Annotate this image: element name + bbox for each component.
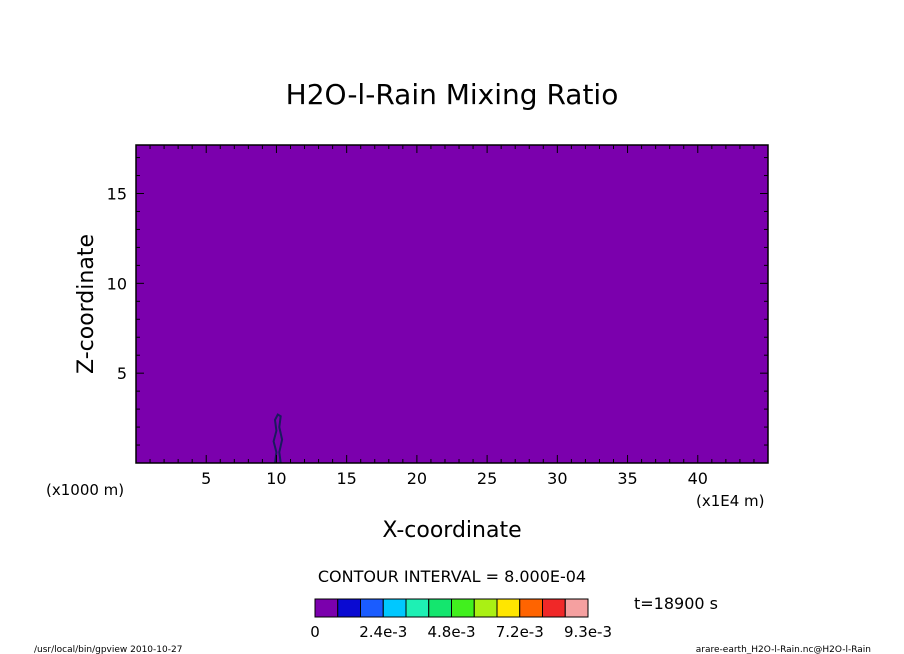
colorbar: 0 2.4e-3 4.8e-3 7.2e-3 9.3e-3 bbox=[310, 598, 612, 641]
colorbar-tick-label: 9.3e-3 bbox=[564, 623, 612, 641]
x-tick-label: 25 bbox=[477, 469, 497, 488]
colorbar-swatch bbox=[428, 598, 452, 618]
plot-frame bbox=[135, 144, 769, 464]
colorbar-tick-label: 2.4e-3 bbox=[359, 623, 407, 641]
colorbar-swatch bbox=[382, 598, 407, 618]
x-tick-label: 30 bbox=[547, 469, 567, 488]
contour-interval-label: CONTOUR INTERVAL = 8.000E-04 bbox=[318, 567, 586, 586]
colorbar-tick-label: 0 bbox=[310, 623, 320, 641]
y-tick-label: 5 bbox=[117, 364, 127, 383]
footer-right: arare-earth_H2O-l-Rain.nc@H2O-l-Rain bbox=[696, 645, 871, 654]
x-unit-right: (x1E4 m) bbox=[696, 492, 765, 510]
rain-contour bbox=[272, 413, 284, 464]
y-tick-label: 10 bbox=[107, 274, 127, 293]
colorbar-swatch bbox=[337, 598, 361, 618]
colorbar-swatch bbox=[473, 598, 498, 618]
x-axis-label: X-coordinate bbox=[382, 518, 521, 543]
colorbar-swatch bbox=[564, 598, 589, 618]
colorbar-tick-label: 7.2e-3 bbox=[496, 623, 544, 641]
colorbar-swatch bbox=[542, 598, 566, 618]
x-tick-label: 10 bbox=[266, 469, 286, 488]
colorbar-tick-label: 4.8e-3 bbox=[427, 623, 475, 641]
plot-area: 5 10 15 20 25 30 35 40 5 10 15 bbox=[107, 144, 769, 488]
x-tick-label: 20 bbox=[407, 469, 427, 488]
colorbar-swatch bbox=[405, 598, 430, 618]
x-unit-left: (x1000 m) bbox=[46, 481, 124, 499]
colorbar-swatch bbox=[451, 598, 475, 618]
x-tick-label: 5 bbox=[201, 469, 211, 488]
colorbar-swatch bbox=[496, 598, 521, 618]
colorbar-swatch bbox=[360, 598, 384, 618]
field-fill bbox=[136, 145, 768, 463]
footer-left: /usr/local/bin/gpview 2010-10-27 bbox=[34, 645, 182, 654]
y-tick-label: 15 bbox=[107, 185, 127, 204]
colorbar-swatch bbox=[519, 598, 543, 618]
x-tick-label: 35 bbox=[617, 469, 637, 488]
y-axis-label: Z-coordinate bbox=[74, 234, 99, 374]
colorbar-swatch bbox=[314, 598, 339, 618]
x-tick-label: 40 bbox=[688, 469, 708, 488]
chart-title: H2O-l-Rain Mixing Ratio bbox=[286, 78, 619, 111]
x-tick-label: 15 bbox=[336, 469, 356, 488]
time-label: t=18900 s bbox=[634, 594, 718, 613]
